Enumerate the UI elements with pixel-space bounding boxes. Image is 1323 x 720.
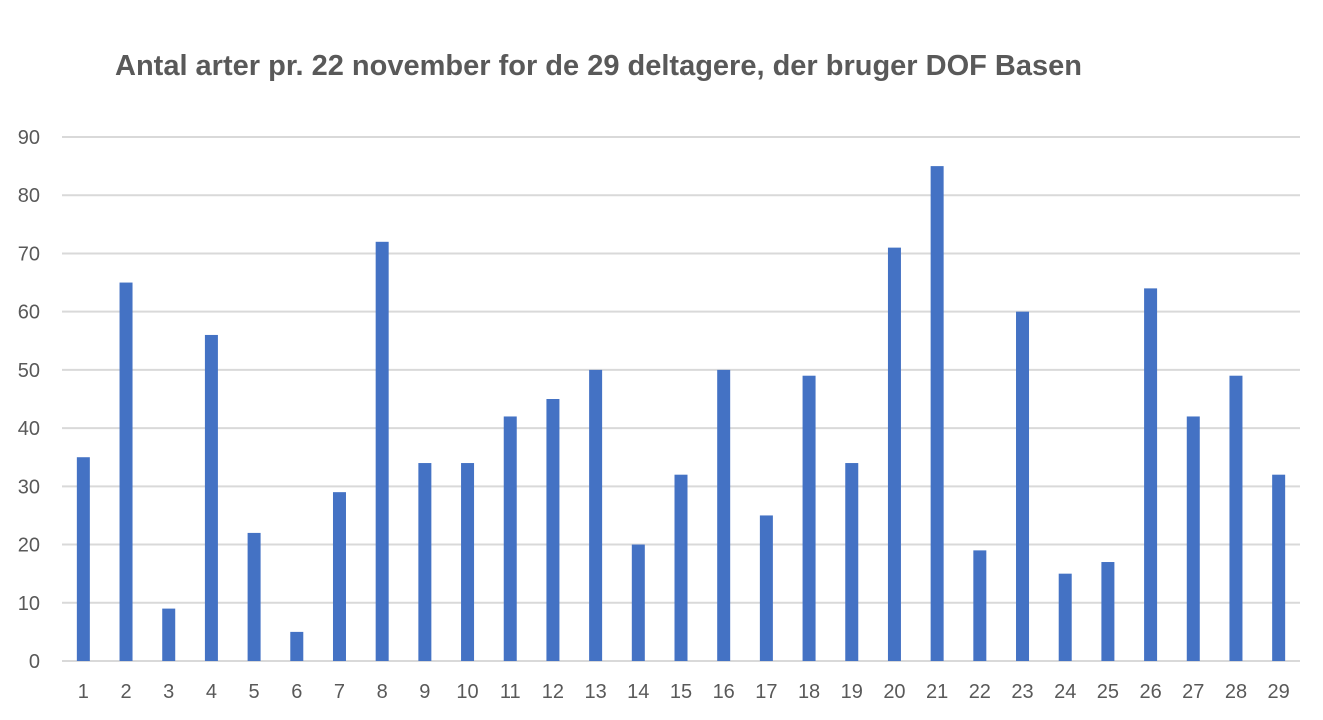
- y-tick-label: 10: [18, 593, 40, 615]
- chart-title: Antal arter pr. 22 november for de 29 de…: [115, 50, 1082, 82]
- y-tick-label: 60: [18, 302, 40, 324]
- x-tick-label: 11: [500, 681, 521, 703]
- x-tick-label: 23: [1011, 681, 1033, 703]
- x-tick-label: 1: [78, 681, 89, 703]
- x-tick-label: 20: [883, 681, 905, 703]
- bar-14: [631, 544, 645, 661]
- x-tick-label: 27: [1182, 681, 1204, 703]
- x-axis-tick-labels: 1 2 3 4 5 6 7 8 9 10 11 12 13 14 15 16 17 18 19 20 21 22 23 24 2…: [78, 681, 1290, 703]
- x-tick-label: 16: [713, 681, 735, 703]
- bar-23: [1016, 311, 1030, 661]
- x-tick-label: 18: [798, 681, 820, 703]
- bar-12: [546, 399, 560, 661]
- bar-22: [973, 550, 987, 661]
- bar-20: [887, 247, 901, 661]
- x-tick-label: 28: [1225, 681, 1247, 703]
- x-tick-label: 25: [1097, 681, 1119, 703]
- y-tick-label: 0: [29, 651, 40, 673]
- bar-24: [1058, 573, 1072, 661]
- bars: [76, 166, 1286, 662]
- y-tick-label: 90: [18, 127, 40, 149]
- x-tick-label: 19: [841, 681, 863, 703]
- x-tick-label: 26: [1139, 681, 1161, 703]
- x-tick-label: 13: [584, 681, 606, 703]
- x-tick-label: 9: [419, 681, 430, 703]
- x-tick-label: 8: [377, 681, 388, 703]
- y-tick-label: 20: [18, 535, 40, 557]
- bar-11: [503, 416, 517, 661]
- y-tick-label: 40: [18, 418, 40, 440]
- bar-15: [674, 474, 688, 661]
- bar-17: [759, 515, 773, 661]
- bar-2: [119, 282, 133, 661]
- x-tick-label: 24: [1054, 681, 1076, 703]
- x-tick-label: 7: [334, 681, 345, 703]
- bar-8: [375, 241, 389, 662]
- x-tick-label: 2: [120, 681, 131, 703]
- bar-18: [802, 375, 816, 661]
- bar-29: [1272, 474, 1286, 661]
- y-tick-label: 30: [18, 476, 40, 498]
- y-tick-label: 80: [18, 185, 40, 207]
- bar-28: [1229, 375, 1243, 661]
- x-tick-label: 12: [542, 681, 564, 703]
- y-tick-label: 70: [18, 243, 40, 265]
- bar-5: [247, 532, 261, 661]
- bar-26: [1144, 288, 1158, 661]
- x-tick-label: 6: [291, 681, 302, 703]
- bar-1: [76, 457, 90, 661]
- x-tick-label: 21: [926, 681, 948, 703]
- x-tick-label: 14: [627, 681, 649, 703]
- x-tick-label: 22: [969, 681, 991, 703]
- y-axis-tick-labels: 0 10 20 30 40 50 60 70 80 90: [18, 127, 40, 673]
- x-tick-label: 5: [249, 681, 260, 703]
- bar-27: [1186, 416, 1200, 661]
- x-tick-label: 17: [755, 681, 777, 703]
- bar-4: [204, 334, 218, 661]
- bar-25: [1101, 562, 1115, 661]
- bar-21: [930, 166, 944, 661]
- x-tick-label: 4: [206, 681, 217, 703]
- gridlines: [62, 136, 1300, 662]
- bar-10: [461, 463, 475, 661]
- bar-19: [845, 463, 859, 661]
- bar-9: [418, 463, 432, 661]
- y-tick-label: 50: [18, 360, 40, 382]
- x-tick-label: 3: [163, 681, 174, 703]
- x-tick-label: 15: [670, 681, 692, 703]
- bar-13: [589, 369, 603, 661]
- x-tick-label: 29: [1268, 681, 1290, 703]
- bar-6: [290, 631, 304, 661]
- x-tick-label: 10: [456, 681, 478, 703]
- bar-7: [332, 492, 346, 661]
- bar-3: [162, 608, 176, 661]
- bar-16: [717, 369, 731, 661]
